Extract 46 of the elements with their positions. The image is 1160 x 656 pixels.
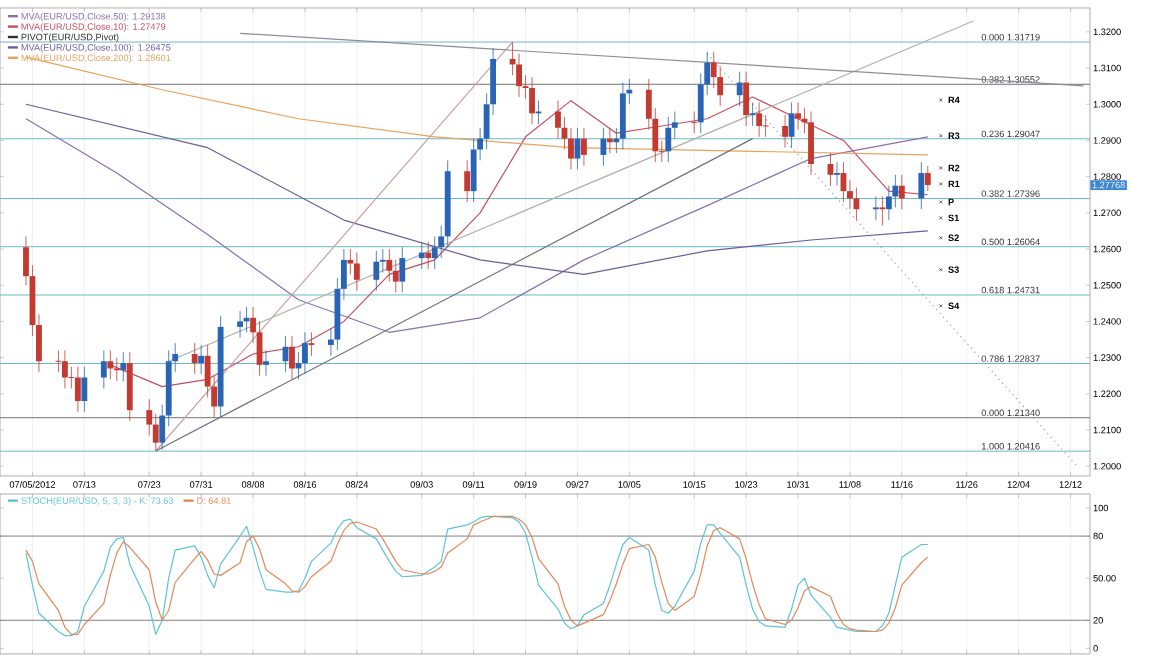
candlestick	[120, 351, 127, 382]
candlestick	[924, 165, 931, 192]
candlestick	[425, 241, 432, 270]
candlestick	[237, 310, 243, 339]
candlestick	[289, 335, 295, 380]
candlestick	[418, 241, 425, 270]
candlestick	[302, 331, 308, 375]
candlestick	[529, 76, 535, 125]
candlestick	[198, 344, 205, 375]
candlestick	[353, 252, 360, 292]
candlestick	[74, 366, 81, 413]
candlestick	[399, 246, 406, 293]
line-series	[25, 103, 929, 275]
candlestick	[756, 102, 763, 138]
candlestick	[749, 102, 756, 127]
candlestick	[581, 127, 587, 167]
candlestick	[665, 116, 672, 163]
candlestick	[191, 342, 198, 375]
candlestick	[898, 174, 905, 210]
candlestick	[782, 114, 788, 149]
line-series	[25, 118, 929, 333]
candlestick	[535, 100, 542, 125]
candlestick	[736, 71, 743, 107]
line-series	[109, 96, 929, 388]
candlestick	[690, 111, 698, 134]
candlestick	[743, 71, 750, 127]
candlestick	[879, 196, 886, 226]
candlestick	[872, 196, 879, 221]
candlestick	[808, 111, 814, 176]
candlestick	[795, 102, 801, 130]
candlestick	[373, 250, 380, 292]
candlestick	[126, 351, 133, 422]
candlestick	[100, 349, 107, 389]
candlestick	[107, 349, 114, 380]
candlestick	[113, 357, 120, 382]
candlestick	[54, 349, 62, 373]
candlestick	[834, 161, 840, 187]
candlestick	[619, 82, 626, 150]
candlestick	[61, 349, 68, 389]
candlestick	[918, 161, 925, 210]
candlestick	[464, 159, 471, 203]
candlestick	[308, 331, 315, 357]
candlestick	[263, 349, 269, 377]
line-series	[25, 56, 929, 156]
candlestick	[81, 366, 88, 413]
candlestick	[600, 127, 607, 167]
